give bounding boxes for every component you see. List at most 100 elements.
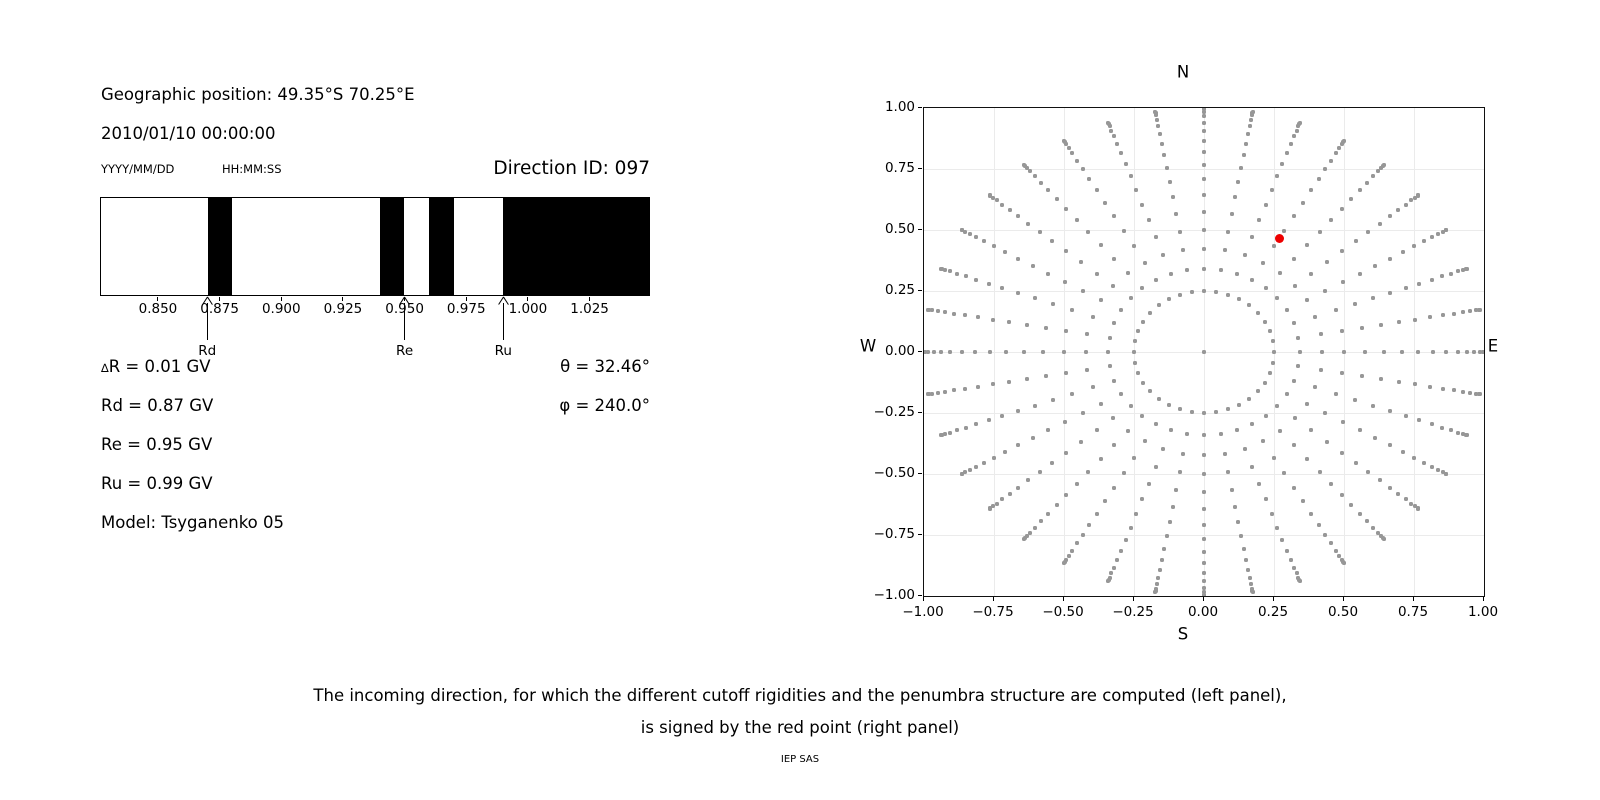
direction-dot (1282, 228, 1287, 233)
direction-dot (1111, 416, 1116, 421)
direction-dot (1305, 242, 1310, 247)
direction-dot (1329, 217, 1334, 222)
direction-dot (1482, 350, 1484, 354)
direction-dot (1022, 163, 1027, 168)
direction-dot (1339, 493, 1344, 498)
direction-dot (1078, 259, 1083, 264)
direction-dot (1178, 292, 1183, 297)
direction-dot (1107, 364, 1112, 369)
direction-dot (938, 350, 943, 354)
map-xtick-label: −0.25 (1112, 604, 1154, 620)
direction-dot (1440, 386, 1445, 391)
direction-dot (1015, 409, 1020, 413)
map-ytick-label: −0.50 (873, 465, 915, 481)
direction-dot (1379, 377, 1384, 382)
direction-dot (952, 311, 957, 316)
direction-dot (1162, 153, 1167, 158)
direction-dot (1132, 350, 1136, 354)
penumbra-plot (100, 197, 650, 296)
direction-dot (1275, 296, 1280, 301)
direction-dot (1278, 270, 1283, 275)
direction-dot (1333, 391, 1338, 396)
direction-dot (1249, 586, 1254, 591)
map-ytick-mark (918, 595, 922, 596)
map-xtick-mark (922, 597, 924, 601)
direction-dot (1396, 207, 1401, 212)
map-xtick-mark (1412, 597, 1414, 601)
direction-dot (1280, 162, 1285, 167)
direction-dot (954, 428, 959, 433)
direction-dot (1015, 290, 1020, 295)
direction-dot (1106, 579, 1111, 584)
direction-dot (1261, 439, 1266, 444)
direction-dot (1021, 350, 1026, 354)
direction-dot (1304, 298, 1309, 303)
direction-dot (1300, 200, 1305, 205)
direction-dot (938, 266, 943, 271)
direction-dot (1148, 389, 1153, 394)
direction-dot (1304, 401, 1309, 406)
direction-dot (1333, 151, 1338, 156)
direction-dot (1270, 339, 1275, 344)
direction-dot (1239, 165, 1244, 170)
direction-dot (1337, 554, 1342, 559)
direction-dot (1421, 239, 1426, 244)
direction-dot (1062, 561, 1066, 566)
direction-dot (1249, 113, 1254, 118)
direction-dot (1222, 451, 1227, 456)
direction-dot (1121, 471, 1126, 476)
direction-id-text: Direction ID: 097 (493, 158, 650, 179)
direction-dot (1292, 283, 1297, 288)
direction-dot (1161, 446, 1166, 451)
direction-dot (1189, 289, 1194, 294)
cutoff-arrow-label: Ru (494, 343, 512, 359)
direction-dot (1202, 590, 1206, 595)
direction-dot (1115, 142, 1120, 147)
direction-dot (1275, 174, 1280, 179)
direction-dot (1226, 229, 1231, 234)
caption-line-1: The incoming direction, for which the di… (313, 686, 1287, 705)
direction-dot (1323, 532, 1328, 537)
direction-dot (1154, 277, 1159, 282)
direction-dot (1229, 487, 1234, 492)
caption-line-2: is signed by the red point (right panel) (640, 718, 960, 737)
map-xtick-label: 0.25 (1257, 604, 1289, 620)
direction-dot (1202, 163, 1206, 168)
direction-dot (1000, 497, 1005, 502)
direction-dot (1388, 409, 1393, 413)
compass-west-label: W (859, 336, 877, 356)
direction-dot (1153, 590, 1158, 595)
direction-dot (1316, 176, 1321, 181)
direction-dot (1148, 310, 1153, 315)
gridline-horizontal (924, 534, 1484, 536)
direction-dot (1313, 314, 1318, 319)
direction-dot (1099, 401, 1104, 406)
penumbra-tick-label: 0.875 (200, 301, 239, 317)
direction-dot (1070, 391, 1075, 396)
direction-dot (1142, 260, 1147, 265)
direction-dot (947, 269, 952, 274)
direction-dot (1242, 253, 1247, 257)
direction-dot (1427, 384, 1432, 389)
direction-dot (1371, 296, 1376, 301)
direction-dot (1309, 271, 1314, 276)
direction-dot (1234, 271, 1239, 276)
map-xtick-mark (1272, 597, 1274, 601)
direction-dot (1202, 138, 1206, 143)
direction-dot (1250, 109, 1255, 114)
map-xtick-mark (1132, 597, 1134, 601)
direction-dot (1000, 286, 1005, 291)
direction-dot (1202, 522, 1206, 527)
direction-dot (1357, 188, 1362, 193)
direction-dot (1090, 314, 1095, 319)
direction-dot (1107, 335, 1112, 340)
direction-dot (1026, 478, 1031, 483)
direction-dot (1032, 525, 1037, 530)
direction-dot (1154, 113, 1159, 118)
direction-dot (935, 309, 940, 314)
direction-dot (1128, 403, 1133, 408)
direction-dot (1396, 492, 1401, 497)
direction-dot (1024, 534, 1029, 539)
direction-dot (1373, 436, 1378, 441)
penumbra-tick-label: 0.900 (261, 301, 301, 317)
